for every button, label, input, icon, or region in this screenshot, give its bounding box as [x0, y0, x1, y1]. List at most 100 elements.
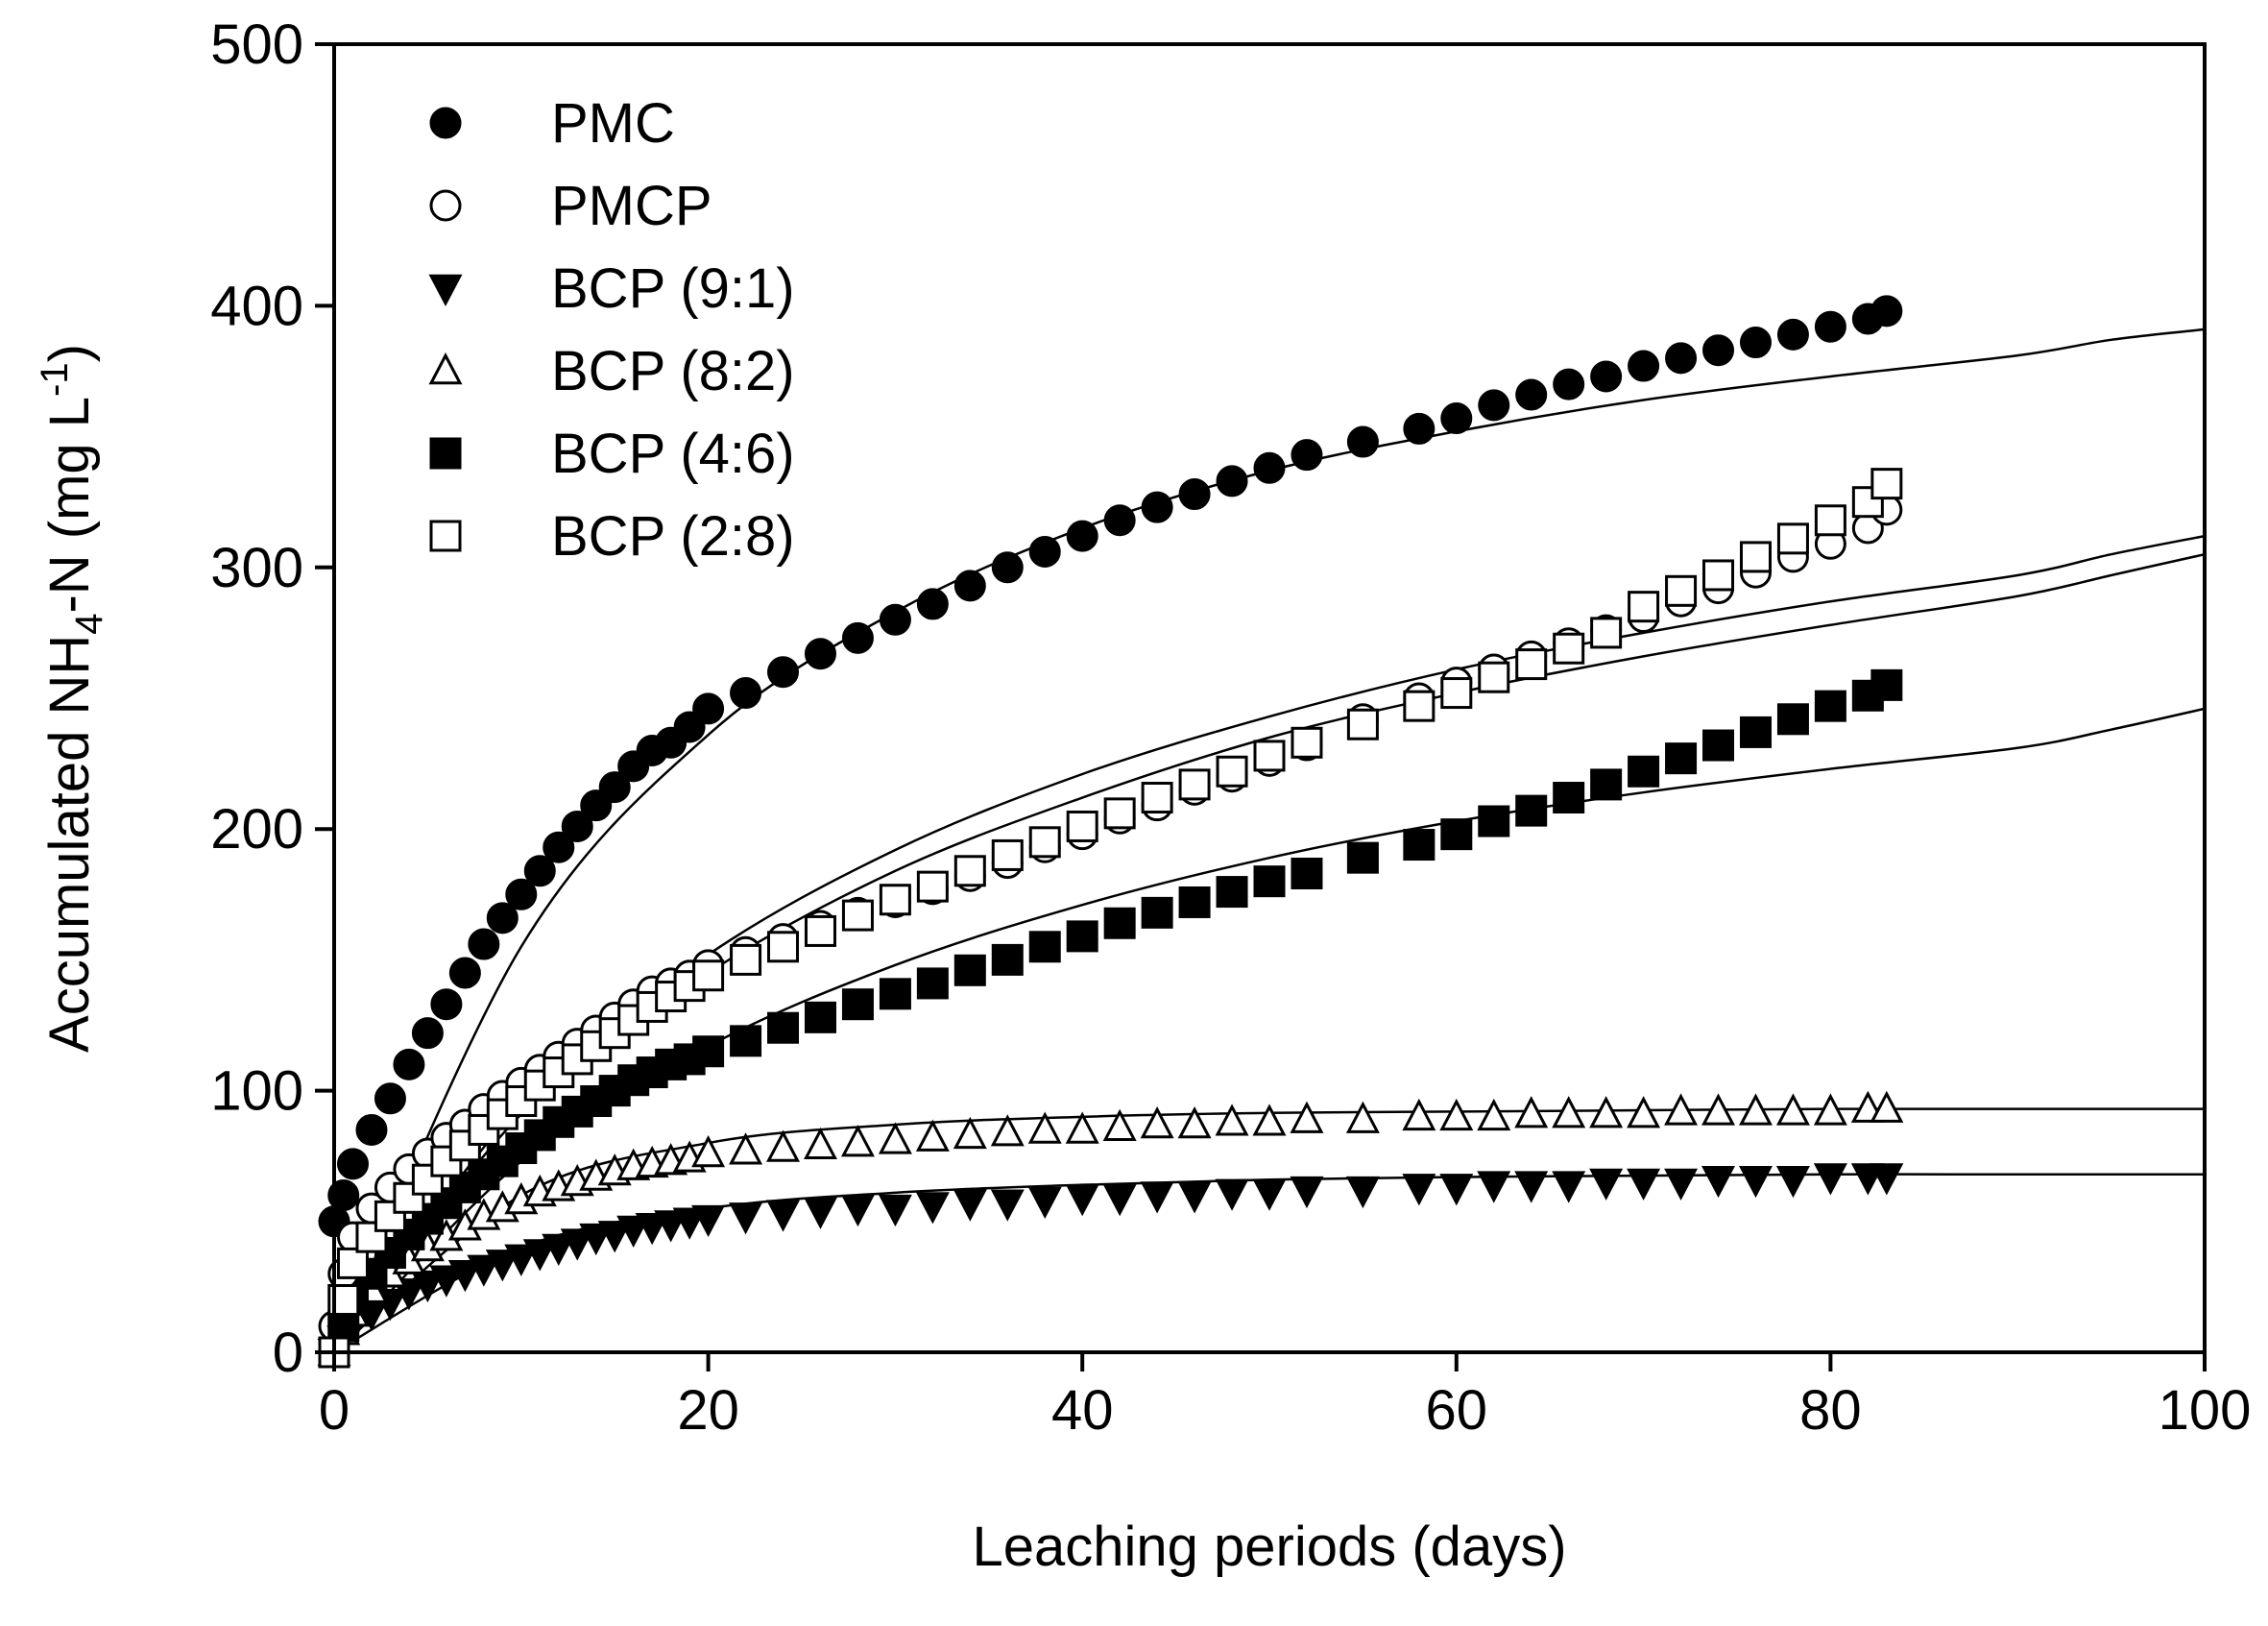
y-axis-title-superscript: -1: [34, 362, 76, 397]
data-point: [1141, 782, 1173, 814]
data-point: [1065, 1184, 1099, 1217]
legend-marker: [429, 189, 462, 222]
data-point: [692, 1035, 725, 1068]
data-point: [1066, 520, 1098, 552]
data-point: [1140, 1181, 1174, 1214]
data-point: [1477, 1171, 1511, 1203]
data-point: [916, 588, 949, 620]
data-point: [1870, 295, 1903, 328]
data-point: [841, 621, 874, 654]
data-point: [1627, 1096, 1661, 1128]
data-point: [991, 943, 1024, 976]
data-point: [1253, 451, 1286, 484]
data-point: [411, 1163, 444, 1196]
data-point: [729, 1202, 763, 1235]
y-tick-label: 300: [210, 537, 303, 599]
data-point: [1665, 742, 1698, 775]
data-point: [1141, 491, 1173, 523]
data-point: [1514, 1171, 1549, 1203]
data-point: [1628, 591, 1660, 623]
data-point: [1664, 1093, 1699, 1126]
data-point: [327, 1179, 360, 1212]
data-point: [953, 1189, 987, 1222]
data-point: [336, 1148, 369, 1180]
data-point: [1440, 402, 1473, 435]
data-point: [1553, 368, 1585, 400]
data-point: [1775, 1165, 1810, 1199]
data-point: [1402, 1098, 1436, 1131]
data-point: [1252, 1178, 1287, 1211]
data-point: [729, 1132, 763, 1165]
data-point: [1140, 1106, 1174, 1139]
data-point: [1514, 1096, 1549, 1128]
data-point: [1739, 716, 1772, 748]
x-tick-label: 40: [1051, 1379, 1114, 1442]
data-point: [1738, 1165, 1773, 1199]
data-point: [1553, 632, 1585, 665]
data-point: [523, 855, 556, 887]
legend-label: BCP (2:8): [551, 505, 795, 568]
data-point: [1103, 907, 1136, 939]
data-point: [991, 838, 1024, 871]
legend-label: PMCP: [551, 175, 712, 237]
data-point: [1027, 1186, 1062, 1219]
data-point: [990, 1114, 1025, 1147]
data-point: [579, 1223, 614, 1256]
data-point: [1345, 1176, 1380, 1209]
y-tick-label: 0: [273, 1322, 303, 1384]
data-point: [803, 1197, 837, 1229]
data-point: [953, 855, 986, 887]
data-point: [561, 810, 593, 842]
data-point: [879, 978, 911, 1010]
data-point: [1028, 535, 1061, 568]
data-point: [560, 1228, 594, 1261]
data-point: [355, 1221, 388, 1253]
data-point: [1478, 805, 1510, 837]
data-point: [1403, 829, 1436, 862]
data-point: [1702, 729, 1735, 762]
data-point: [804, 638, 836, 670]
data-point: [580, 789, 613, 822]
x-tick-label: 60: [1426, 1379, 1488, 1442]
data-point: [1439, 1174, 1474, 1206]
legend-label: BCP (9:1): [551, 257, 795, 320]
data-point: [879, 884, 911, 916]
data-point: [598, 771, 631, 804]
data-point: [692, 692, 725, 725]
data-point: [1178, 768, 1211, 801]
data-point: [1870, 468, 1903, 500]
data-point: [1813, 1163, 1847, 1196]
data-point: [1402, 1174, 1436, 1206]
data-point: [447, 1260, 482, 1293]
data-point: [691, 1135, 726, 1168]
data-point: [1216, 876, 1248, 909]
legend-marker: [429, 520, 462, 552]
y-axis-title: Accumulated NH4-N (mg L-1): [34, 344, 110, 1053]
y-tick-label: 200: [210, 798, 303, 861]
data-point: [1478, 661, 1510, 693]
x-tick-label: 0: [319, 1379, 350, 1442]
data-point: [1515, 794, 1548, 827]
data-point: [1553, 782, 1585, 814]
data-point: [1665, 342, 1698, 375]
x-tick-label: 20: [677, 1379, 739, 1442]
data-point: [1739, 541, 1772, 573]
data-point: [915, 1192, 950, 1225]
legend-marker: [429, 107, 462, 139]
data-point: [542, 1233, 576, 1267]
data-point: [1738, 1093, 1773, 1126]
data-point: [1552, 1171, 1586, 1203]
series-group: [318, 295, 1903, 1238]
data-point: [1590, 617, 1623, 649]
data-point: [916, 870, 949, 903]
data-point: [1701, 1165, 1736, 1199]
data-point: [1290, 1101, 1324, 1133]
data-point: [1291, 726, 1323, 759]
data-point: [504, 1244, 539, 1276]
data-point: [730, 1025, 762, 1057]
legend-marker: [428, 274, 463, 306]
data-point: [730, 943, 762, 976]
data-point: [1814, 690, 1846, 722]
